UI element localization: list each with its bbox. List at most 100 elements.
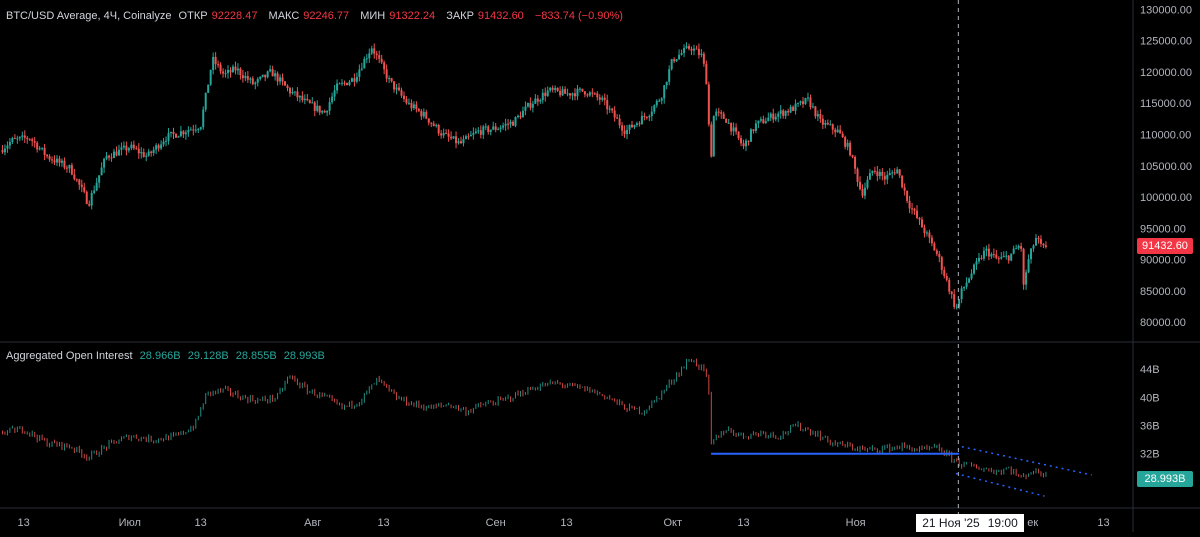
candle-body xyxy=(378,55,381,59)
candle-body xyxy=(866,179,869,188)
candle-body xyxy=(405,98,408,104)
candle-body xyxy=(757,120,760,124)
candle-body xyxy=(244,75,247,79)
candle-body xyxy=(861,188,864,196)
candle-body xyxy=(923,227,926,234)
candle-body xyxy=(472,132,475,135)
oi-wedge-lower-line xyxy=(955,472,1045,497)
candle-body xyxy=(906,190,909,201)
candle-body xyxy=(450,136,453,139)
candle-body xyxy=(435,124,438,126)
candle-body xyxy=(836,129,839,133)
candle-body xyxy=(514,116,517,126)
candle-body xyxy=(293,91,296,93)
candle-body xyxy=(680,53,683,55)
candle-body xyxy=(1034,238,1037,246)
candle-body xyxy=(749,129,752,142)
candle-body xyxy=(896,169,899,174)
candle-body xyxy=(908,200,911,209)
candle-body xyxy=(846,142,849,147)
candle-body xyxy=(370,48,373,54)
candle-body xyxy=(975,261,978,265)
candle-body xyxy=(675,59,678,62)
candle-body xyxy=(152,149,155,153)
candle-body xyxy=(41,147,44,149)
candle-body xyxy=(3,148,6,153)
candle-body xyxy=(970,273,973,279)
candle-body xyxy=(705,63,708,85)
candle-body xyxy=(256,79,259,83)
candle-body xyxy=(167,133,170,141)
candle-body xyxy=(745,140,748,147)
candle-body xyxy=(1010,253,1013,261)
high-value: 92246.77 xyxy=(303,10,350,22)
candle-body xyxy=(965,282,968,287)
candle-body xyxy=(551,87,554,90)
candle-body xyxy=(492,126,495,130)
candle-body xyxy=(385,69,388,79)
candle-body xyxy=(633,124,636,128)
candle-body xyxy=(31,139,34,142)
candle-body xyxy=(308,100,311,104)
candle-body xyxy=(742,143,745,147)
candle-body xyxy=(876,171,879,177)
candle-body xyxy=(375,53,378,56)
candle-body xyxy=(301,95,304,101)
candle-body xyxy=(1037,238,1040,240)
candle-body xyxy=(274,73,277,77)
candle-body xyxy=(383,62,386,70)
candle-body xyxy=(261,74,264,77)
candle-body xyxy=(318,105,321,113)
candle-body xyxy=(891,172,894,174)
candle-body xyxy=(658,100,661,102)
candle-body xyxy=(995,254,998,259)
candle-body xyxy=(643,115,646,117)
price-axis-tick: 125000.00 xyxy=(1140,36,1192,48)
candle-body xyxy=(482,126,485,135)
candle-body xyxy=(963,286,966,289)
candle-body xyxy=(507,123,510,125)
candle-body xyxy=(355,76,358,82)
candle-body xyxy=(38,148,41,150)
candle-body xyxy=(259,76,262,80)
candle-body xyxy=(353,78,356,82)
candle-body xyxy=(678,54,681,60)
candle-body xyxy=(336,83,339,91)
candle-body xyxy=(187,130,190,133)
candle-body xyxy=(90,192,93,206)
candle-body xyxy=(28,139,31,141)
candle-body xyxy=(650,111,653,117)
candle-body xyxy=(938,253,941,258)
time-axis-tick: 13 xyxy=(17,517,29,529)
candle-body xyxy=(80,184,83,188)
candle-body xyxy=(591,92,594,94)
candle-body xyxy=(613,110,616,118)
candle-body xyxy=(985,248,988,251)
candle-body xyxy=(130,144,133,149)
candle-body xyxy=(147,151,150,156)
candle-body xyxy=(430,122,433,124)
candle-body xyxy=(519,115,522,118)
candle-body xyxy=(893,172,896,174)
candle-body xyxy=(279,77,282,82)
candle-body xyxy=(621,125,624,131)
candle-body xyxy=(65,167,68,169)
candle-body xyxy=(140,152,143,154)
candle-body xyxy=(945,275,948,280)
candle-body xyxy=(878,171,881,177)
candle-body xyxy=(410,102,413,109)
candle-body xyxy=(246,75,249,80)
candle-body xyxy=(764,121,767,124)
candle-body xyxy=(660,98,663,101)
candle-body xyxy=(281,77,284,82)
candle-body xyxy=(834,129,837,133)
candle-body xyxy=(209,69,212,85)
candle-body xyxy=(398,87,401,91)
candle-body xyxy=(1012,248,1015,254)
candle-body xyxy=(157,145,160,149)
candle-body xyxy=(648,116,651,118)
candle-body xyxy=(1,150,4,153)
candle-body xyxy=(727,122,730,124)
